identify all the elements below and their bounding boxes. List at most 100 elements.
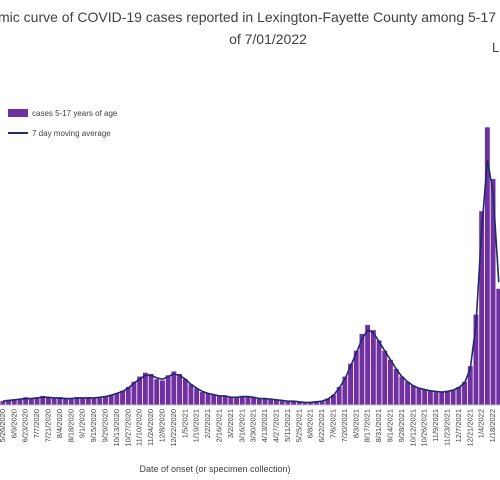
bar xyxy=(256,398,262,405)
x-tick-label: 6/8/2021 xyxy=(306,409,315,438)
bar xyxy=(308,402,314,405)
x-tick-label: 1/19/2021 xyxy=(192,409,201,442)
legend-swatch xyxy=(8,109,28,117)
bar xyxy=(80,398,86,405)
bar xyxy=(46,397,51,405)
x-tick-label: 7/6/2021 xyxy=(328,409,337,438)
bar xyxy=(291,401,296,405)
bar xyxy=(296,402,302,405)
bar xyxy=(245,395,251,405)
bar xyxy=(160,380,165,405)
x-tick-label: 3/16/2021 xyxy=(237,409,246,442)
bar xyxy=(422,389,428,405)
x-tick-label: 7/21/2020 xyxy=(43,409,52,442)
bar xyxy=(262,398,268,405)
bar xyxy=(0,401,6,405)
bar xyxy=(217,395,222,405)
bar xyxy=(376,340,382,405)
bar xyxy=(120,390,125,405)
bar xyxy=(313,401,319,405)
bar xyxy=(325,398,331,405)
bar xyxy=(154,379,160,405)
bar xyxy=(211,394,217,405)
x-tick-label: 9/15/2020 xyxy=(89,409,98,442)
bar xyxy=(171,371,177,405)
bar xyxy=(445,390,450,405)
x-tick-label: 11/10/2020 xyxy=(135,409,144,446)
bar xyxy=(279,401,285,405)
bar xyxy=(450,389,456,405)
bar xyxy=(103,395,108,405)
chart-title: mic curve of COVID-19 cases reported in … xyxy=(0,9,496,25)
x-tick-label: 11/9/2021 xyxy=(431,409,440,442)
x-tick-label: 12/7/2021 xyxy=(454,409,463,442)
plot-area: 5/26/2020 6/9/2020 6/23/2020 7/7/2020 7/21/2… xyxy=(0,127,500,447)
bar xyxy=(51,398,57,405)
x-tick-label: 9/14/2021 xyxy=(385,409,394,442)
bar xyxy=(114,393,120,405)
moving-average-line xyxy=(2,159,500,404)
bar xyxy=(205,393,211,405)
bar xyxy=(148,374,154,405)
bar xyxy=(68,398,74,405)
bar xyxy=(131,381,137,405)
x-tick-label: 1/4/2022 xyxy=(477,409,486,438)
bar xyxy=(251,397,257,405)
x-tick-label: 10/26/2021 xyxy=(420,409,429,447)
bar xyxy=(319,401,325,405)
bar xyxy=(85,397,91,405)
bar xyxy=(40,395,46,405)
x-tick-label: 9/29/2020 xyxy=(100,409,109,442)
bar xyxy=(234,397,239,405)
bar xyxy=(274,399,279,405)
bar xyxy=(63,398,68,405)
x-tick-label: 10/27/2020 xyxy=(123,409,132,447)
bar xyxy=(285,401,291,405)
bar xyxy=(28,398,34,405)
bar xyxy=(194,388,200,405)
bar xyxy=(11,399,17,405)
x-tick-label: 12/8/2020 xyxy=(157,409,166,442)
bar xyxy=(490,178,496,405)
bar xyxy=(496,288,500,405)
bar xyxy=(416,388,422,405)
bar xyxy=(331,394,336,405)
bar xyxy=(125,386,131,405)
x-tick-label: 5/26/2020 xyxy=(0,409,7,442)
x-tick-label: 5/25/2021 xyxy=(294,409,303,442)
bar xyxy=(268,399,274,405)
x-tick-label: 1/5/2021 xyxy=(180,409,189,438)
x-tick-label: 2/2/2021 xyxy=(203,409,212,438)
x-tick-label: 3/30/2021 xyxy=(249,409,258,442)
bar xyxy=(91,398,97,405)
x-tick-label: 5/11/2021 xyxy=(283,409,292,442)
bar xyxy=(473,314,479,405)
x-tick-label: 6/9/2020 xyxy=(9,409,18,438)
x-tick-label: 8/31/2021 xyxy=(374,409,383,442)
bar xyxy=(467,366,473,405)
bar xyxy=(108,394,114,405)
bar xyxy=(336,386,342,405)
bar xyxy=(484,127,490,406)
legend-label: cases 5-17 years of age xyxy=(32,109,118,118)
bar xyxy=(302,402,308,405)
x-tick-label: 8/18/2020 xyxy=(66,409,75,442)
bar xyxy=(23,397,29,405)
bar xyxy=(137,376,143,405)
bar xyxy=(239,395,245,405)
bar xyxy=(462,381,467,405)
bar xyxy=(353,350,359,405)
x-tick-label: 7/7/2020 xyxy=(32,409,41,438)
bar xyxy=(222,395,228,405)
bar xyxy=(165,375,171,405)
chart-title-extra: L xyxy=(492,40,499,55)
bar xyxy=(433,392,439,405)
chart-title: of 7/01/2022 xyxy=(229,31,307,47)
bar xyxy=(393,368,399,405)
x-tick-label: 8/4/2020 xyxy=(55,409,64,438)
x-tick-label: 9/28/2021 xyxy=(397,409,406,442)
bar xyxy=(57,397,63,405)
bar xyxy=(17,398,23,405)
bar xyxy=(348,363,353,405)
